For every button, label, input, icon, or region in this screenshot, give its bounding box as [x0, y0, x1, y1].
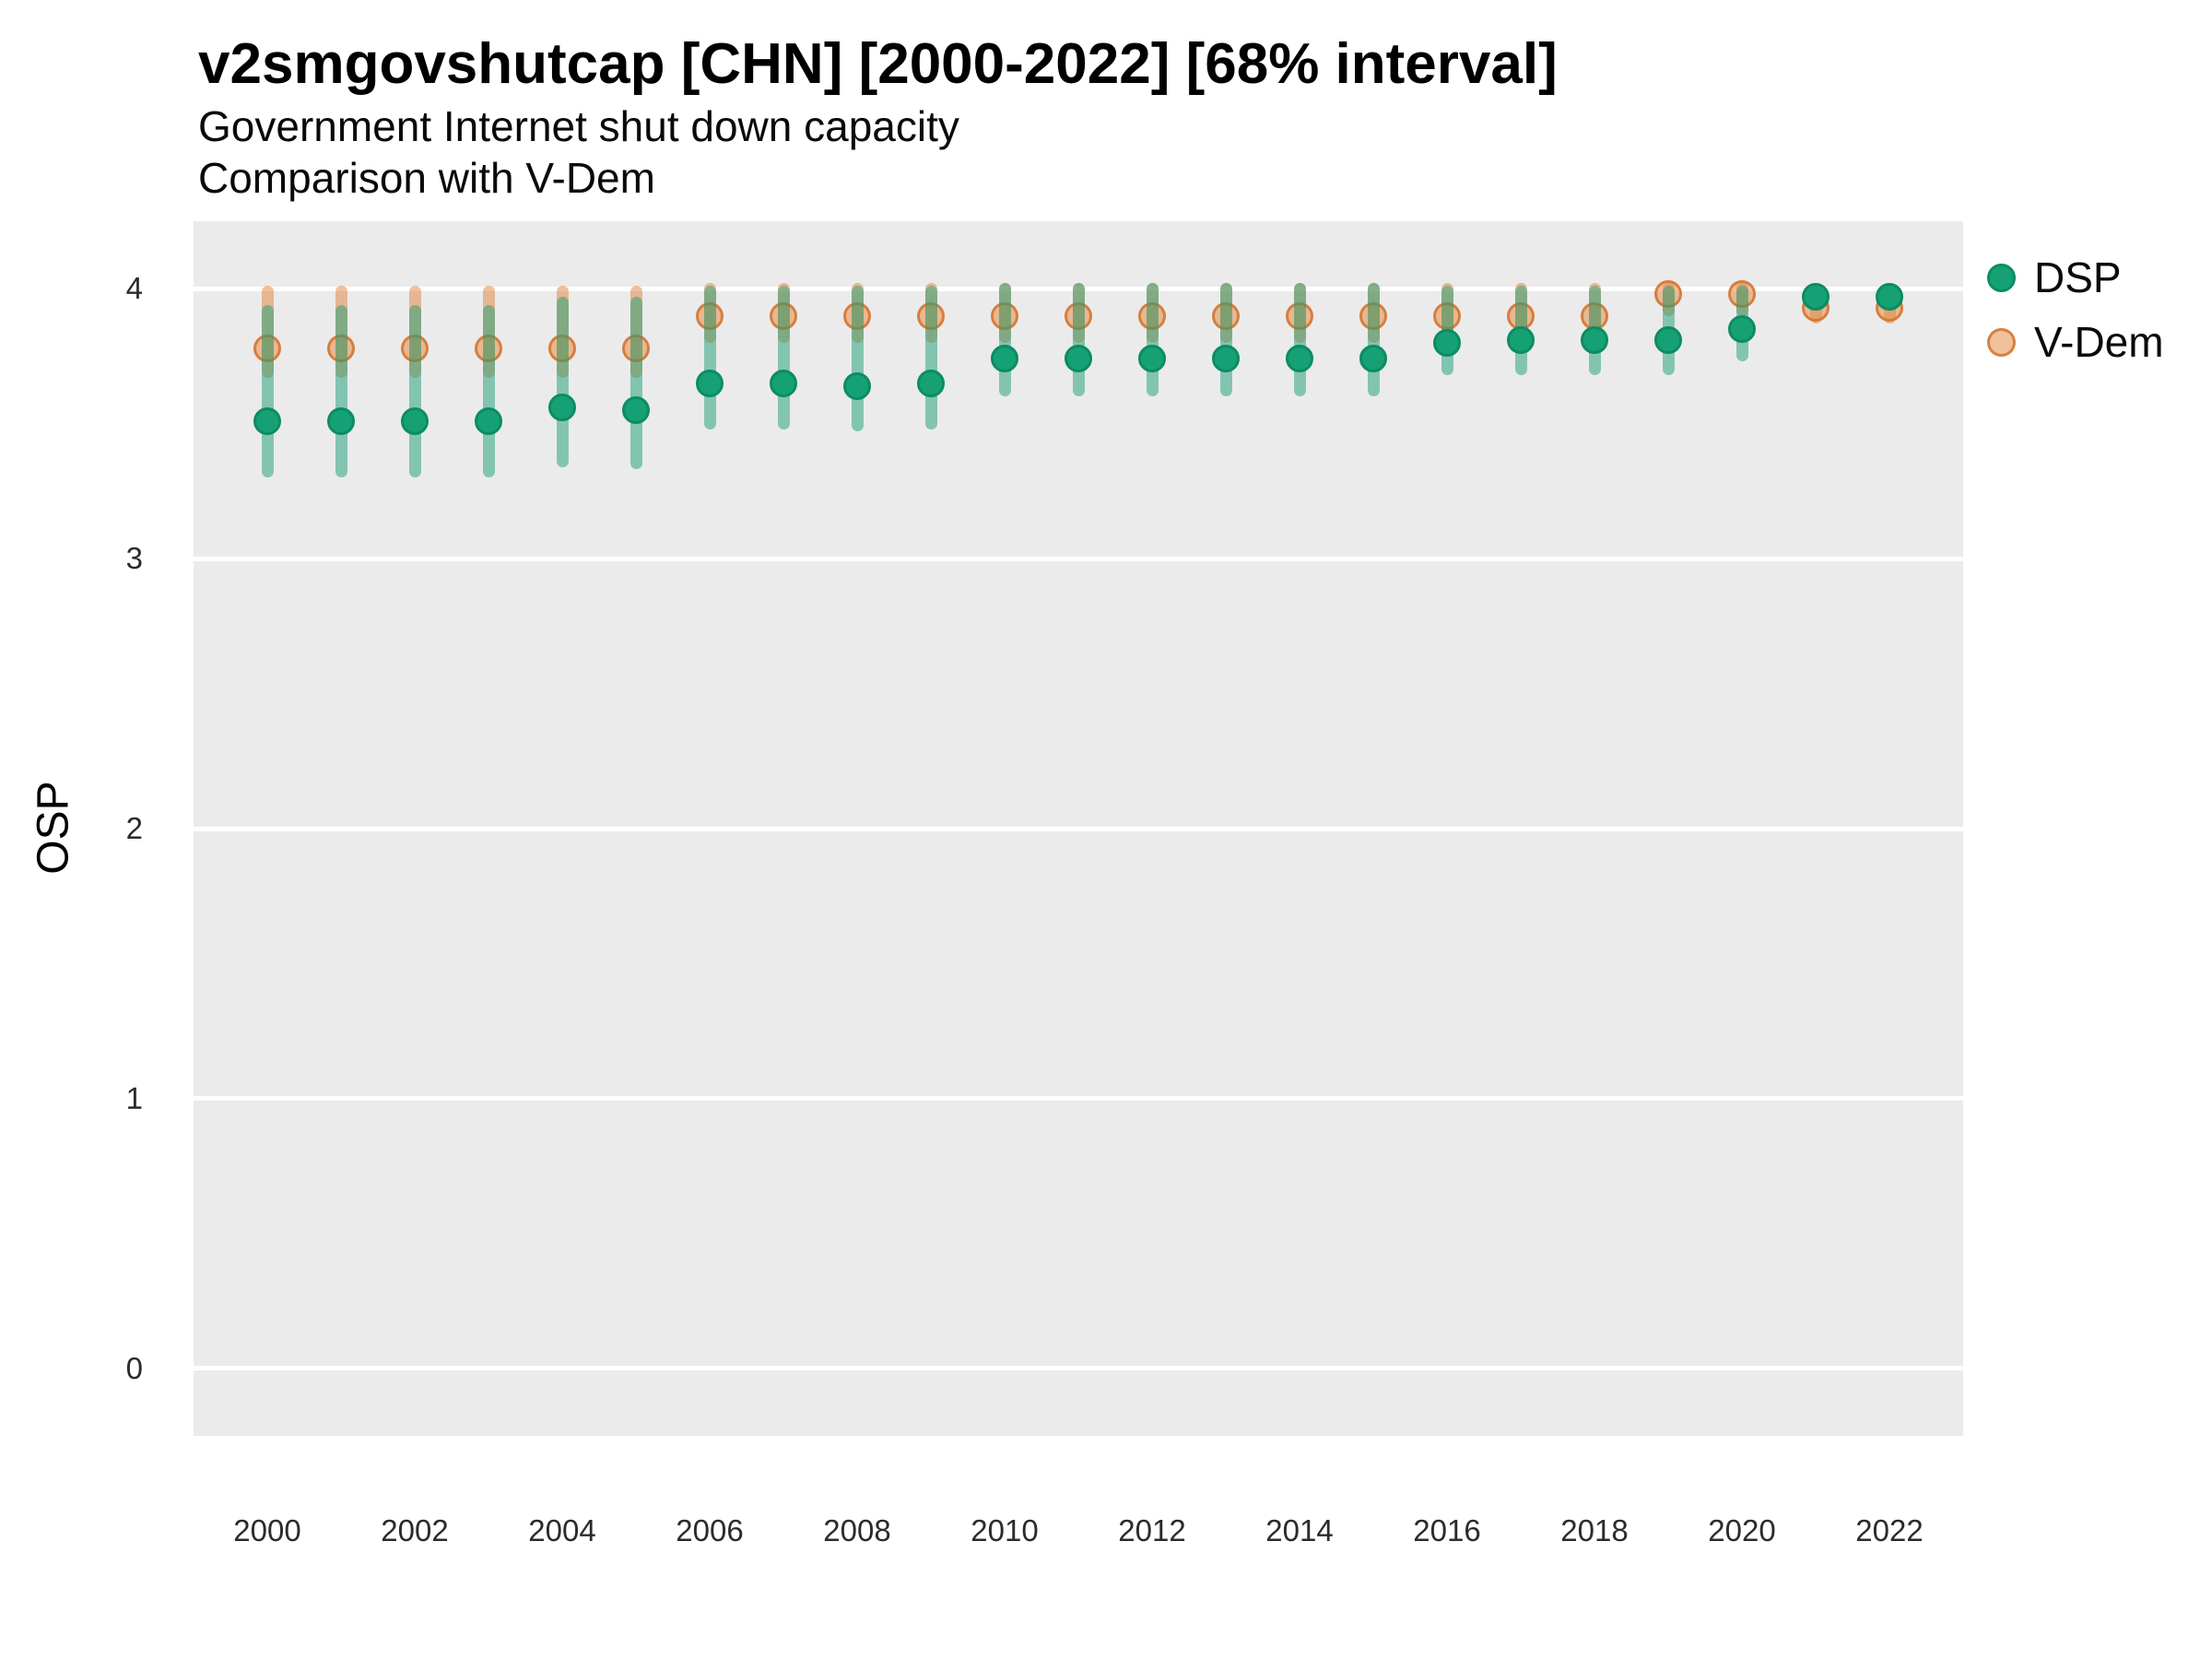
y-tick-label-2: 2: [125, 811, 143, 845]
dsp-errorbar-2014: [1293, 283, 1306, 397]
dsp-point-2013: [1212, 345, 1240, 373]
dsp-errorbar-2005: [629, 297, 642, 470]
legend-dsp-swatch-icon: [1987, 263, 2016, 292]
dsp-errorbar-2007: [777, 286, 790, 429]
legend-vdem-label: V-Dem: [2034, 318, 2164, 366]
dsp-point-2001: [327, 406, 355, 435]
dsp-point-2017: [1507, 325, 1535, 354]
x-tick-label-2012: 2012: [1118, 1513, 1186, 1547]
legend-item-dsp: DSP: [1987, 253, 2164, 302]
plot-panel: [194, 221, 1963, 1436]
dsp-errorbar-2000: [261, 304, 274, 478]
x-tick-label-2006: 2006: [676, 1513, 744, 1547]
dsp-point-2020: [1728, 315, 1756, 344]
dsp-point-2021: [1802, 283, 1830, 311]
dsp-errorbar-2015: [1367, 283, 1380, 397]
dsp-point-2004: [548, 394, 576, 422]
dsp-errorbar-2001: [335, 304, 347, 478]
y-tick-label-4: 4: [125, 271, 143, 306]
gridline-y-2: [194, 826, 1963, 831]
dsp-point-2011: [1065, 345, 1092, 373]
y-tick-label-3: 3: [125, 541, 143, 576]
dsp-point-2016: [1433, 328, 1461, 357]
legend: DSP V-Dem: [1987, 253, 2164, 367]
dsp-point-2019: [1654, 325, 1682, 354]
dsp-point-2005: [622, 396, 650, 425]
y-tick-label-1: 1: [125, 1080, 143, 1115]
x-tick-label-2008: 2008: [823, 1513, 891, 1547]
dsp-errorbar-2008: [851, 286, 864, 432]
dsp-errorbar-2012: [1146, 283, 1159, 397]
chart-subtitle-line2: Comparison with V-Dem: [198, 154, 655, 202]
dsp-point-2006: [696, 369, 724, 397]
dsp-point-2010: [991, 345, 1018, 373]
dsp-point-2022: [1876, 283, 1903, 311]
x-tick-label-2014: 2014: [1265, 1513, 1334, 1547]
legend-item-vdem: V-Dem: [1987, 317, 2164, 367]
dsp-point-2007: [770, 369, 797, 397]
dsp-point-2012: [1138, 345, 1166, 373]
legend-dsp-label: DSP: [2034, 253, 2122, 301]
dsp-point-2009: [917, 369, 945, 397]
chart-title: v2smgovshutcap [CHN] [2000-2022] [68% in…: [198, 32, 1558, 96]
dsp-point-2003: [475, 406, 502, 435]
x-tick-label-2010: 2010: [971, 1513, 1039, 1547]
x-tick-label-2018: 2018: [1560, 1513, 1629, 1547]
dsp-errorbar-2002: [408, 304, 421, 478]
dsp-errorbar-2004: [556, 297, 569, 467]
dsp-point-2000: [253, 406, 281, 435]
x-tick-label-2002: 2002: [381, 1513, 449, 1547]
x-tick-label-2000: 2000: [233, 1513, 301, 1547]
dsp-errorbar-2010: [998, 283, 1011, 397]
dsp-point-2015: [1359, 345, 1387, 373]
gridline-y-1: [194, 1096, 1963, 1101]
x-tick-label-2016: 2016: [1413, 1513, 1481, 1547]
dsp-point-2014: [1286, 345, 1313, 373]
dsp-errorbar-2006: [703, 286, 716, 429]
legend-vdem-swatch-icon: [1987, 327, 2016, 357]
dsp-point-2002: [401, 406, 429, 435]
gridline-y-0: [194, 1366, 1963, 1371]
dsp-errorbar-2003: [482, 304, 495, 478]
x-tick-label-2020: 2020: [1708, 1513, 1776, 1547]
dsp-errorbar-2011: [1072, 283, 1085, 397]
chart-subtitle-line1: Government Internet shut down capacity: [198, 102, 959, 150]
dsp-errorbar-2009: [924, 286, 937, 429]
gridline-y-3: [194, 556, 1963, 561]
dsp-point-2018: [1581, 325, 1608, 354]
y-tick-label-0: 0: [125, 1350, 143, 1385]
dsp-point-2008: [843, 371, 871, 400]
x-tick-label-2004: 2004: [528, 1513, 596, 1547]
x-tick-label-2022: 2022: [1855, 1513, 1924, 1547]
dsp-errorbar-2013: [1219, 283, 1232, 397]
